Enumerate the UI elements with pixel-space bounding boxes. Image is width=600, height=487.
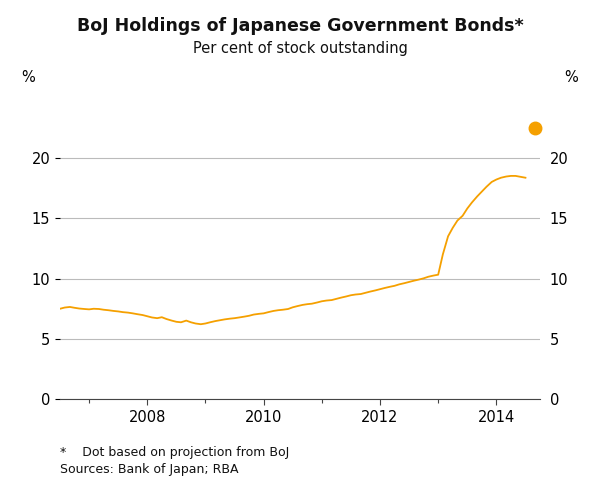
Text: *    Dot based on projection from BoJ: * Dot based on projection from BoJ [60,446,289,459]
Text: Per cent of stock outstanding: Per cent of stock outstanding [193,41,407,56]
Text: BoJ Holdings of Japanese Government Bonds*: BoJ Holdings of Japanese Government Bond… [77,17,523,35]
Text: Sources: Bank of Japan; RBA: Sources: Bank of Japan; RBA [60,463,239,476]
Text: %: % [565,70,578,85]
Text: %: % [22,70,35,85]
